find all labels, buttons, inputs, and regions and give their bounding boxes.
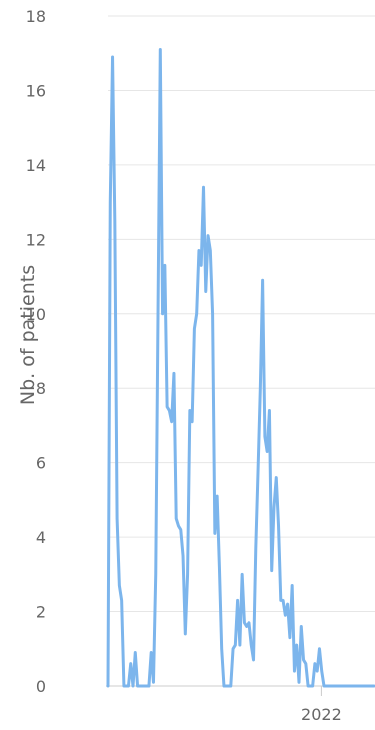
series-line	[106, 48, 375, 688]
y-tick-label: 2	[36, 603, 46, 622]
y-tick-label: 4	[36, 528, 46, 547]
y-tick-label: 10	[26, 305, 46, 324]
y-axis-label: Nb. of patients	[17, 265, 39, 405]
y-tick-label: 0	[36, 677, 46, 696]
series-layer	[106, 48, 375, 688]
y-tick-label: 8	[36, 379, 46, 398]
y-tick-label: 18	[26, 7, 46, 26]
y-tick-label: 14	[26, 156, 46, 175]
x-tick-labels: 2022	[301, 705, 342, 724]
y-tick-labels: 0 2 4 6 8 10 12 14 16 18	[26, 7, 46, 696]
y-tick-label: 12	[26, 230, 46, 249]
x-tick-label: 2022	[301, 705, 342, 724]
grid-lines	[108, 15, 375, 613]
y-tick-label: 6	[36, 454, 46, 473]
y-tick-label: 16	[26, 81, 46, 100]
